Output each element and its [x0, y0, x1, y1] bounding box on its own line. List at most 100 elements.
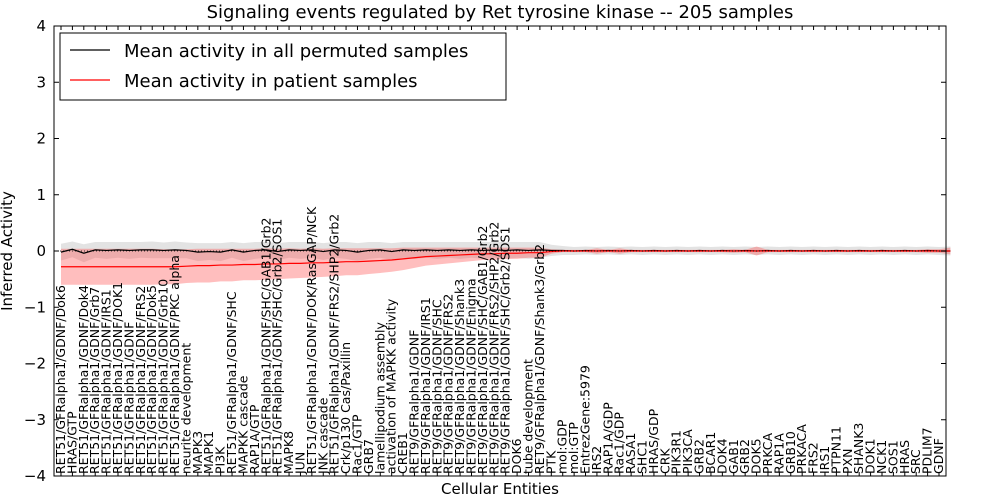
x-category-label: DOK6 [509, 438, 524, 474]
x-category-label: PRKCA [760, 433, 775, 474]
x-category-label: PTPN11 [828, 426, 843, 474]
x-category-label: RET51/GFRalpha1/GDNF/Grb7 [87, 287, 102, 474]
x-category-label: IRS1 [817, 446, 832, 474]
x-category-label: RAP1A [771, 433, 786, 474]
x-category-label: RET9/GFRalpha1/GDNF/FRS2/SHP2/Grb2 [486, 222, 501, 474]
x-category-label: RET9/GFRalpha1/GDNF/Enigma [463, 278, 478, 474]
x-category-label: GRB10 [783, 431, 798, 474]
x-category-label: MAPK3 [190, 431, 205, 474]
x-category-label: RET9/GFRalpha1/GDNF/SHC/GAB1/Grb2 [475, 225, 490, 474]
x-category-label: GDNF [931, 438, 946, 474]
x-category-label: mol:GDP [555, 419, 570, 474]
y-tick-label: 2 [36, 130, 46, 148]
x-category-label: BCAR1 [703, 432, 718, 474]
x-category-label: Crk/p130 Cas/Paxillin [338, 342, 353, 474]
x-category-label: RET9/GFRalpha1/GDNF/Shank3/Grb2 [532, 244, 547, 474]
plot-frame [53, 25, 947, 477]
x-category-label: RET51/GFRalpha1/GDNF [121, 322, 136, 474]
x-category-label: NCK1 [874, 440, 889, 474]
x-category-label: MAPK1 [201, 431, 216, 474]
x-category-label: Rac1/GDP [612, 412, 627, 474]
x-category-label: RET51/GFRalpha1/GDNF/Dok4 [76, 285, 91, 474]
x-category-label: PXN [840, 449, 855, 474]
x-category-label: RET51/GFRalpha1/GDNF/IRS1 [99, 289, 114, 474]
series-lines [54, 248, 951, 268]
band-series-0 [61, 241, 951, 263]
x-category-label: MAPKK cascade [235, 375, 250, 474]
legend: Mean activity in all permuted samples Me… [59, 32, 507, 101]
x-axis-ticks: RET51/GFRalpha1/GDNF/Dok6HRAS/GTPRET51/G… [53, 26, 946, 476]
x-category-label: RET51/GFRalpha1/GDNF/Dok6 [53, 285, 68, 474]
x-category-label: activation of MAPKK activity [384, 298, 399, 474]
x-category-label: PTK [543, 450, 558, 474]
x-category-label: IRS2 [589, 446, 604, 474]
y-tick-label: −4 [24, 467, 46, 485]
x-category-label: RET51/GFRalpha1/GDNF/SHC/GAB1/Grb2 [258, 218, 273, 474]
x-category-label: MAPK8 [281, 431, 296, 474]
legend-label-permuted: Mean activity in all permuted samples [124, 41, 468, 62]
line-series-1 [61, 250, 951, 268]
x-category-label: RET9/GFRalpha1/GDNF/Shank3 [452, 279, 467, 474]
x-category-label: PRKACA [794, 424, 809, 474]
x-category-label: HRAS [897, 440, 912, 474]
x-category-label: GRB2 [692, 439, 707, 474]
x-category-label: RET9/GFRalpha1/GDNF/SHC/Grb2/SOS1 [498, 227, 513, 474]
x-category-label: tube development [521, 359, 536, 474]
x-category-label: SHC1 [635, 440, 650, 474]
x-category-label: GAB1 [726, 439, 741, 474]
x-category-label: RET51/GFRalpha1/GDNF/DOK/RasGAP/NCK [304, 206, 319, 474]
x-category-label: RET51/GFRalpha1/GDNF/DOK1 [110, 282, 125, 474]
x-category-label: RAP1A/GTP [247, 404, 262, 474]
x-category-label: CRK [657, 448, 672, 474]
y-tick-label: 1 [36, 186, 46, 204]
y-tick-label: −3 [24, 411, 46, 429]
y-tick-label: 4 [36, 17, 46, 35]
band-series-1 [61, 246, 951, 285]
x-category-label: RET51/GFRalpha1/GDNF/SHC [224, 291, 239, 474]
x-category-label: RET9/GFRalpha1/GDNF [406, 330, 421, 474]
x-category-label: RASA1 [623, 433, 638, 474]
x-category-label: SRC [908, 449, 923, 474]
x-category-label: JUN [292, 452, 307, 475]
x-category-label: RET51/GFRalpha1/GDNF/PKC alpha [167, 255, 182, 474]
x-axis-label: Cellular Entities [441, 480, 559, 498]
y-tick-label: 3 [36, 73, 46, 91]
confidence-bands [61, 241, 951, 285]
x-category-label: mol:GTP [566, 422, 581, 474]
x-category-label: EntrezGene:5979 [578, 365, 593, 474]
y-axis-label: Inferred Activity [0, 191, 16, 311]
x-category-label: SOS1 [885, 440, 900, 474]
x-category-label: RET9/GFRalpha1/GDNF/SHC [429, 299, 444, 474]
x-category-label: RAP1A/GDP [600, 402, 615, 474]
x-category-label: DOK4 [714, 438, 729, 474]
x-category-label: RET9/GFRalpha1/GDNF/IRS1 [418, 297, 433, 474]
x-category-label: GRB7 [361, 439, 376, 474]
legend-label-patient: Mean activity in patient samples [124, 71, 418, 92]
x-category-label: RET51/GFRalpha1/GDNF/FRS2/SHP2/Grb2 [327, 214, 342, 474]
x-category-label: RET51/GFRalpha1/GDNF/SHC/Grb2/SOS1 [270, 219, 285, 474]
x-category-label: JNK cascade [315, 397, 330, 475]
x-category-label: PDLIM7 [920, 427, 935, 474]
x-category-label: FRS2 [806, 442, 821, 474]
x-category-label: SHANK3 [851, 423, 866, 474]
legend-box [59, 32, 507, 101]
y-tick-label: −2 [24, 355, 46, 373]
x-category-label: DOK5 [749, 438, 764, 474]
x-category-label: RET51/GFRalpha1/GDNF/FRS2 [133, 286, 148, 474]
x-category-label: GRB2 [737, 439, 752, 474]
x-category-label: RET9/GFRalpha1/GDNF/FRS2 [441, 294, 456, 474]
x-category-label: CREB1 [395, 432, 410, 474]
x-category-label: HRAS/GDP [646, 408, 661, 474]
x-category-label: RET51/GFRalpha1/GDNF/Grb10 [156, 279, 171, 474]
x-category-label: RET51/GFRalpha1/GDNF/Dok5 [144, 285, 159, 474]
chart-title: Signaling events regulated by Ret tyrosi… [207, 2, 794, 23]
x-category-label: DOK1 [863, 438, 878, 474]
x-category-label: Rac1/GTP [349, 414, 364, 474]
y-axis-ticks: −4 −3 −2 −1 0 1 2 3 4 [24, 17, 946, 485]
x-category-label: HRAS/GTP [64, 411, 79, 474]
x-category-label: neurite development [178, 343, 193, 474]
x-category-label: PIK3R1 [669, 430, 684, 474]
y-tick-label: 0 [36, 242, 46, 260]
x-category-label: PIK3CA [680, 429, 695, 474]
